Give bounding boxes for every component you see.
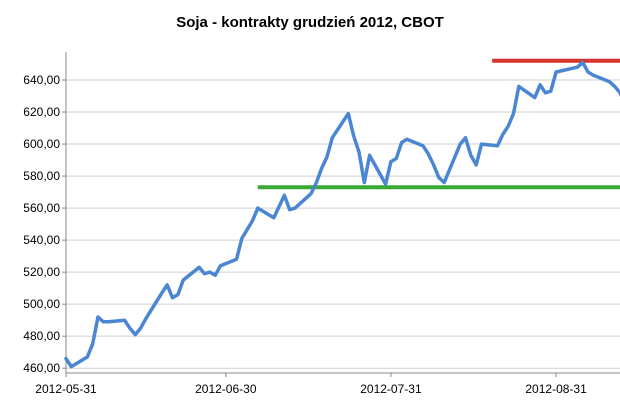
x-tick-labels: 2012-05-31 2012-06-30 2012-07-31 2012-08-31 [35,382,587,396]
y-tick-label: 580,00 [23,169,60,183]
axes [62,52,620,377]
y-tick-label: 560,00 [23,201,60,215]
x-tick-label: 2012-08-31 [525,382,587,396]
y-tick-label: 480,00 [23,329,60,343]
y-tick-label: 540,00 [23,233,60,247]
chart-title: Soja - kontrakty grudzień 2012, CBOT [176,14,444,31]
y-tick-label: 620,00 [23,105,60,119]
x-tick-label: 2012-05-31 [35,382,97,396]
x-tick-label: 2012-07-31 [360,382,422,396]
y-tick-labels: 460,00 480,00 500,00 520,00 540,00 560,00 580,… [23,73,60,375]
y-tick-label: 520,00 [23,265,60,279]
series-layer [64,60,620,369]
x-tick-label: 2012-06-30 [195,382,257,396]
y-tick-label: 460,00 [23,361,60,375]
gridlines [66,79,620,369]
reference-lines [257,58,620,190]
y-tick-label: 500,00 [23,297,60,311]
y-tick-label: 640,00 [23,73,60,87]
price-series-line [64,60,620,369]
y-tick-label: 600,00 [23,137,60,151]
